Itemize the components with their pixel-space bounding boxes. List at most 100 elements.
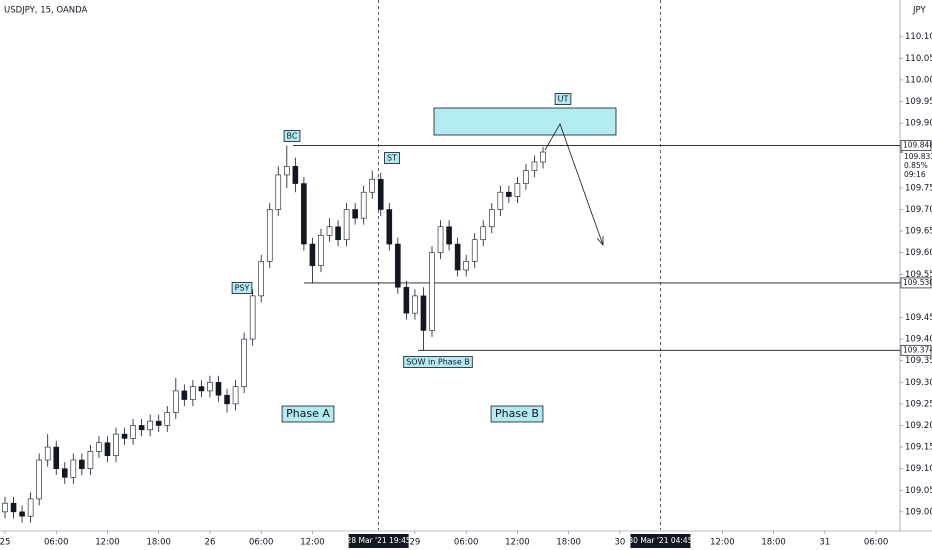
candle-body <box>377 178 384 210</box>
candle-body <box>301 183 307 245</box>
candle-body <box>386 209 393 245</box>
candle-body <box>53 446 60 469</box>
x-tick-label: 25 <box>0 538 10 548</box>
last-change: 0.85% <box>904 161 928 170</box>
y-tick-label: 109.750 <box>905 183 932 193</box>
y-tick-label: 109.000 <box>905 507 932 517</box>
last-price: 109.833 <box>904 152 932 161</box>
x-tick-label: 30 <box>614 538 625 548</box>
candle-body <box>70 459 77 478</box>
y-tick-label: 109.300 <box>905 378 932 388</box>
y-tick-label: 109.150 <box>905 443 932 453</box>
annotation-text: SOW in Phase B <box>406 358 470 367</box>
y-tick-label: 109.600 <box>905 248 932 258</box>
candle-body <box>284 165 290 176</box>
candle-body <box>249 295 256 340</box>
level-label-bg <box>900 277 932 289</box>
candle-body <box>19 511 25 517</box>
y-tick-label: 109.100 <box>905 464 932 474</box>
annotation: UT <box>554 93 572 105</box>
level-label: 109.374 <box>903 345 932 354</box>
annotation: SOW in Phase B <box>403 356 473 368</box>
candle-body <box>523 170 529 184</box>
x-tick-label: 18:00 <box>556 538 581 548</box>
x-tick-label: 06:00 <box>864 538 889 548</box>
target-zone <box>433 107 617 136</box>
y-tick-label: 110.000 <box>905 75 932 85</box>
candle-body <box>395 243 401 288</box>
annotation-box <box>554 93 572 105</box>
marker-label: 28 Mar '21 19:45 <box>347 536 411 545</box>
candle-body <box>420 295 427 331</box>
y-tick-label: 109.400 <box>905 335 932 345</box>
x-tick-label: 18:00 <box>146 538 171 548</box>
candle-body <box>403 286 410 314</box>
x-tick-label: 06:00 <box>44 538 69 548</box>
level-label-bg <box>900 140 932 151</box>
candle-body <box>224 394 230 405</box>
x-tick-label: 18:00 <box>761 538 786 548</box>
annotation-box <box>283 130 301 142</box>
marker-label-bg <box>348 534 409 548</box>
level-label: 109.530 <box>903 278 932 287</box>
x-tick-label: 29 <box>410 538 421 548</box>
annotation-text: Phase B <box>495 407 539 420</box>
candle-body <box>27 498 34 517</box>
y-tick-label: 109.950 <box>905 97 932 107</box>
marker-label-bg <box>630 534 691 548</box>
candle-body <box>181 390 188 400</box>
annotation: PSY <box>231 282 253 294</box>
x-tick-label: 12:00 <box>505 538 530 548</box>
candle-body <box>190 386 196 400</box>
candle-body <box>437 226 444 253</box>
level-label: 109.848 <box>903 141 932 150</box>
annotation-text: UT <box>558 95 569 104</box>
projection-arrow <box>544 123 604 246</box>
candle-body <box>164 412 171 426</box>
candle-body <box>292 165 299 184</box>
candle-body <box>172 390 179 413</box>
candle-body <box>480 226 487 241</box>
marker-label: 30 Mar '21 04:45 <box>628 536 692 545</box>
candle-body <box>540 151 546 163</box>
candle-body <box>412 295 418 314</box>
candle-body <box>96 442 102 452</box>
annotation-text: Phase A <box>286 407 330 420</box>
candle-body <box>429 252 435 331</box>
candle-body <box>44 446 51 461</box>
x-tick-label: 12:00 <box>710 538 735 548</box>
y-tick-label: 109.700 <box>905 205 932 215</box>
candle-body <box>506 191 512 197</box>
candle-body <box>61 468 68 478</box>
candle-body <box>531 161 538 171</box>
candle-body <box>463 261 469 271</box>
y-tick-label: 109.450 <box>905 313 932 323</box>
candle-body <box>454 243 461 271</box>
candle-body <box>326 226 333 236</box>
candle-body <box>121 433 128 439</box>
candle-body <box>207 381 213 392</box>
y-tick-label: 109.550 <box>905 270 932 280</box>
candle-body <box>79 459 85 469</box>
candle-body <box>10 502 17 513</box>
x-tick-label: 12:00 <box>95 538 120 548</box>
candle-body <box>130 425 136 439</box>
annotation-box <box>281 405 335 423</box>
annotation-box <box>403 356 473 368</box>
y-tick-label: 110.050 <box>905 54 932 64</box>
candle-body <box>241 338 247 387</box>
candle-body <box>138 425 145 431</box>
y-tick-label: 110.100 <box>905 32 932 42</box>
level-label-bg <box>900 344 932 356</box>
candle-body <box>343 209 350 241</box>
x-tick-label: 06:00 <box>454 538 479 548</box>
candle-body <box>232 386 239 405</box>
candle-body <box>155 420 162 426</box>
y-tick-label: 109.250 <box>905 399 932 409</box>
candle-body <box>147 420 153 431</box>
candle-body <box>446 226 452 245</box>
candle-body <box>471 239 478 262</box>
arrow-head <box>596 236 604 247</box>
